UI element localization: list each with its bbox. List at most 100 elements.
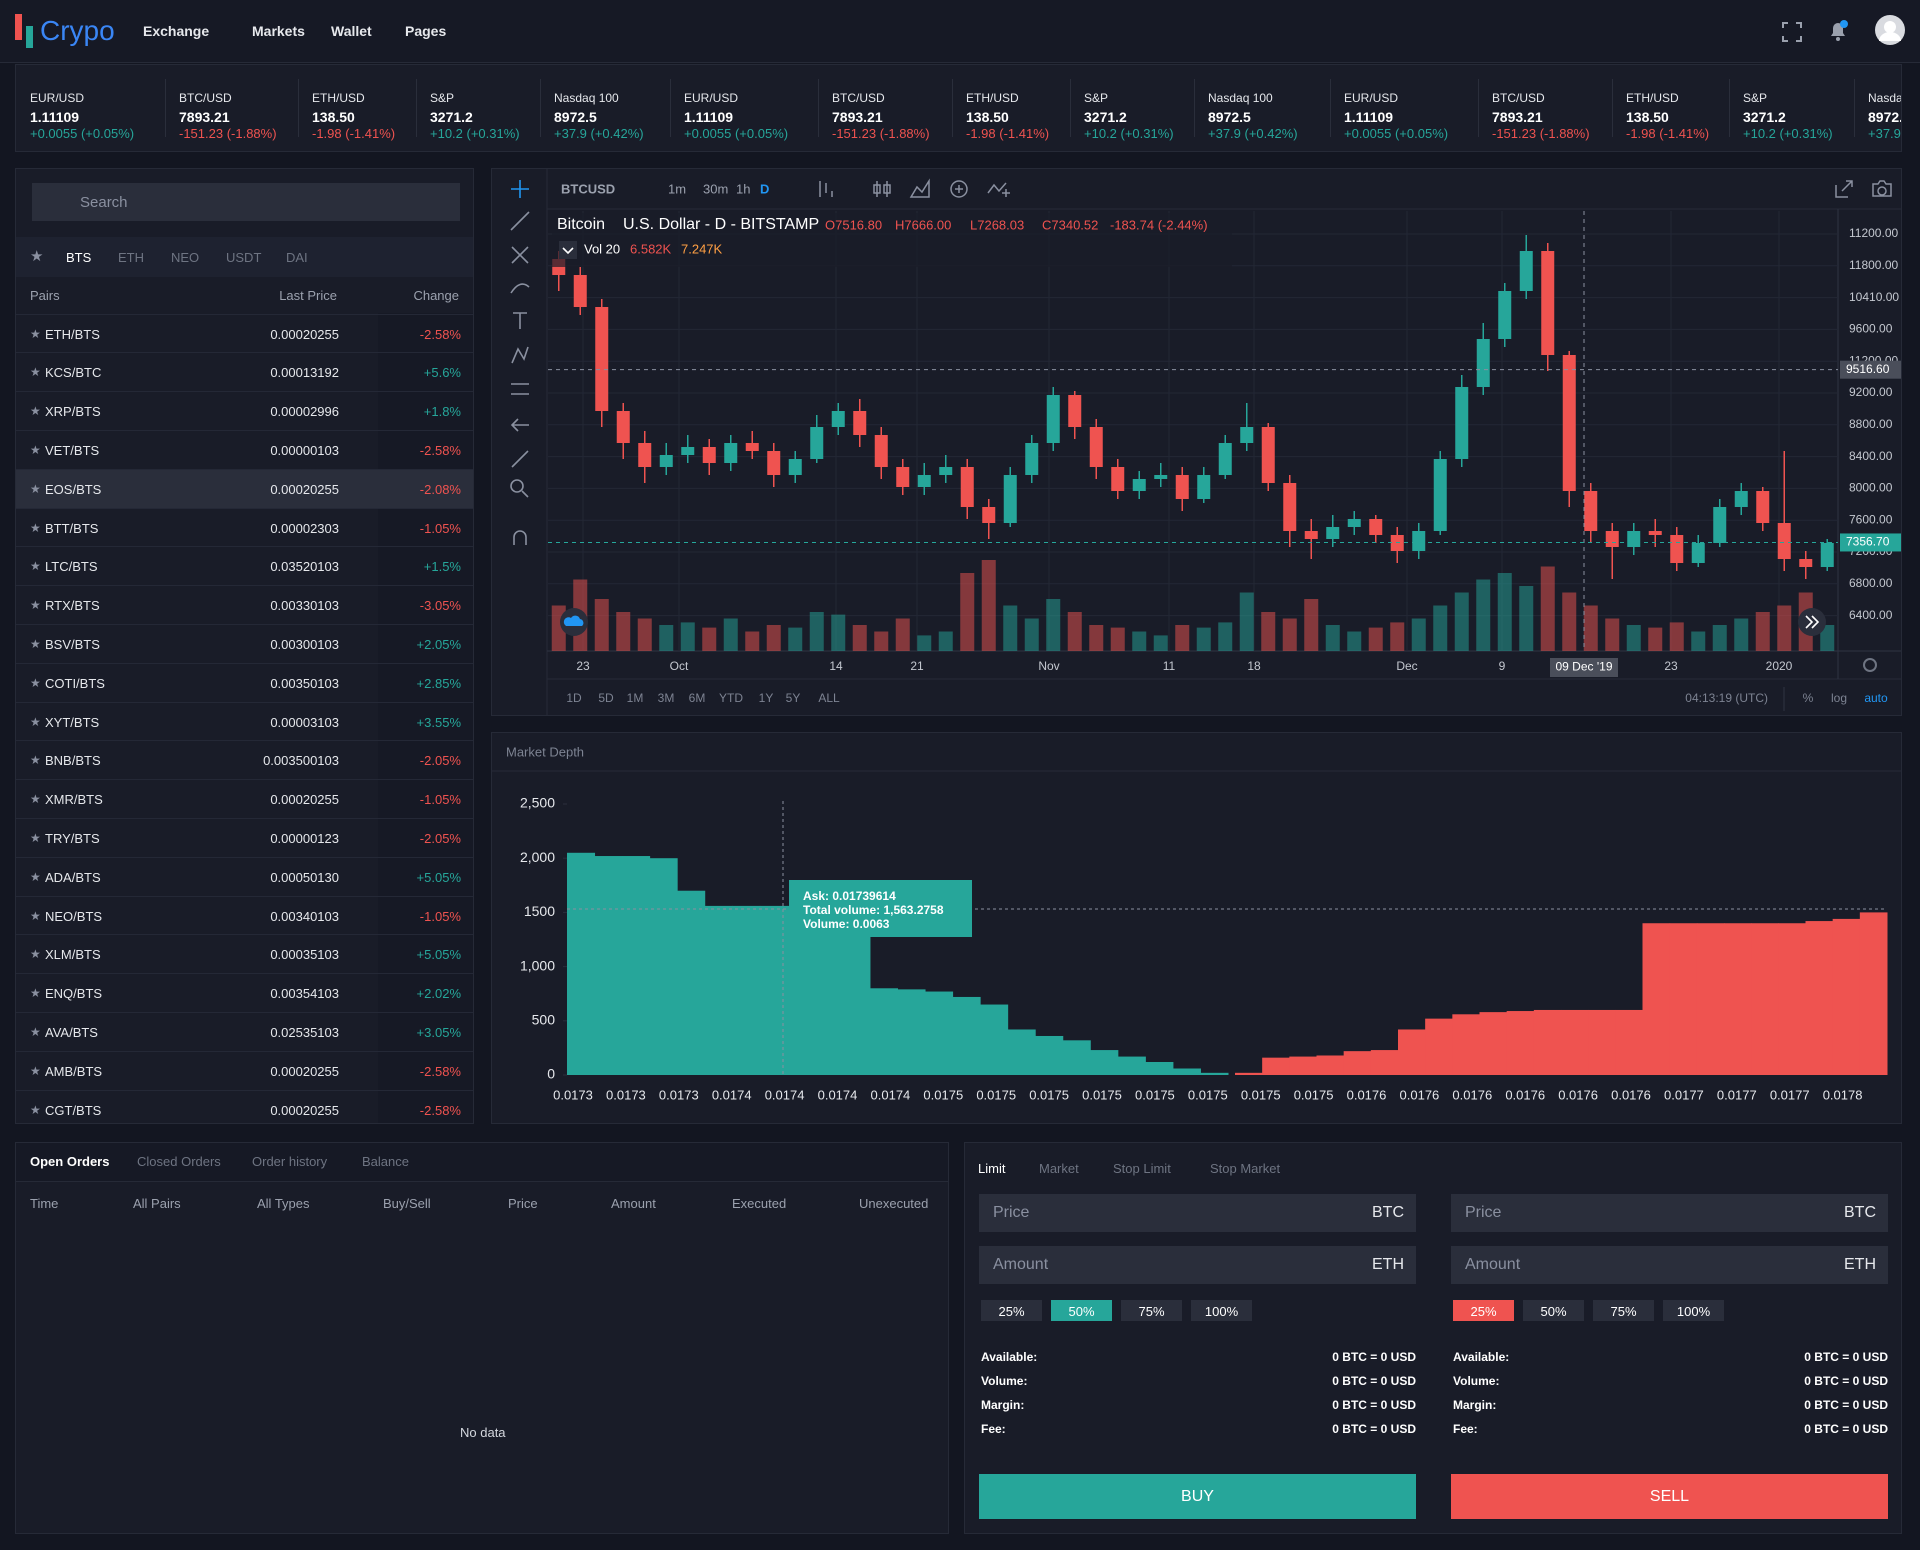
range-button[interactable]: 3M [658, 691, 675, 705]
percent-button[interactable]: 25% [1453, 1300, 1514, 1321]
interval[interactable]: D [760, 181, 769, 196]
range-button[interactable]: ALL [818, 691, 840, 705]
chart-toolbar-icon[interactable] [987, 182, 1010, 197]
ticker-name[interactable]: Nasdaq 100 [554, 91, 619, 105]
range-button[interactable]: YTD [719, 691, 743, 705]
chart-toolbar-icon[interactable] [909, 178, 930, 198]
drawing-tool-icon[interactable] [511, 246, 529, 264]
bell-icon[interactable] [1826, 18, 1850, 44]
interval[interactable]: 1h [736, 181, 750, 196]
drawing-tool-icon[interactable] [511, 383, 529, 395]
pairs-tab[interactable]: DAI [286, 250, 308, 265]
percent-button[interactable]: 75% [1121, 1300, 1182, 1321]
chart-toolbar-icon[interactable] [819, 181, 833, 197]
interval[interactable]: 1m [668, 181, 686, 196]
pair-row[interactable]: ★ EOS/BTS 0.00020255 -2.08% [16, 468, 473, 508]
percent-button[interactable]: 25% [981, 1300, 1042, 1321]
pair-row[interactable]: ★ CGT/BTS 0.00020255 -2.58% [16, 1089, 473, 1123]
scale-option[interactable]: auto [1864, 691, 1888, 705]
drawing-tool-icon[interactable] [513, 530, 527, 545]
pair-row[interactable]: ★ TRY/BTS 0.00000123 -2.05% [16, 818, 473, 857]
pair-row[interactable]: ★ ETH/BTS 0.00020255 -2.58% [16, 313, 473, 353]
input-price[interactable]: Price BTC [979, 1194, 1416, 1232]
drawing-tool-icon[interactable] [511, 180, 529, 198]
chart-toolbar-icon[interactable] [1835, 180, 1853, 198]
drawing-tool-icon[interactable] [510, 418, 529, 432]
pair-row[interactable]: ★ BNB/BTS 0.003500103 -2.05% [16, 740, 473, 779]
input-price[interactable]: Price BTC [1451, 1194, 1888, 1232]
drawing-tool-icon[interactable] [510, 283, 530, 294]
pair-row[interactable]: ★ XMR/BTS 0.00020255 -1.05% [16, 779, 473, 818]
chart-toolbar-icon[interactable] [873, 181, 891, 197]
ticker-name[interactable]: EUR/USD [1344, 91, 1399, 105]
orders-tab[interactable]: Open Orders [30, 1154, 110, 1169]
ticker-name[interactable]: S&P [430, 91, 455, 105]
ticker-name[interactable]: S&P [1084, 91, 1109, 105]
pair-row[interactable]: ★ KCS/BTC 0.00013192 +5.6% [16, 352, 473, 391]
ticker-name[interactable]: S&P [1743, 91, 1768, 105]
nav-item[interactable]: Markets [252, 23, 305, 39]
avatar[interactable] [1874, 14, 1906, 46]
interval[interactable]: 30m [703, 181, 728, 196]
pairs-tab[interactable]: NEO [171, 250, 200, 265]
nav-item[interactable]: Wallet [331, 23, 372, 39]
range-button[interactable]: 1M [627, 691, 644, 705]
range-button[interactable]: 6M [689, 691, 706, 705]
pair-row[interactable]: ★ AMB/BTS 0.00020255 -2.58% [16, 1050, 473, 1090]
drawing-tool-icon[interactable] [511, 450, 529, 468]
order-type-tab[interactable]: Stop Market [1210, 1161, 1281, 1176]
range-button[interactable]: 5Y [786, 691, 801, 705]
settings-icon[interactable] [1863, 658, 1877, 672]
pair-row[interactable]: ★ AVA/BTS 0.02535103 +3.05% [16, 1012, 473, 1051]
pair-row[interactable]: ★ COTI/BTS 0.00350103 +2.85% [16, 662, 473, 702]
pair-row[interactable]: ★ XRP/BTS 0.00002996 +1.8% [16, 391, 473, 430]
drawing-tool-icon[interactable] [513, 312, 527, 329]
range-button[interactable]: 5D [598, 691, 614, 705]
ticker-name[interactable]: Nasdaq 100 [1208, 91, 1273, 105]
pairs-tab[interactable]: BTS [66, 250, 92, 265]
order-type-tab[interactable]: Stop Limit [1113, 1161, 1171, 1176]
pair-row[interactable]: ★ NEO/BTS 0.00340103 -1.05% [16, 895, 473, 935]
drawing-tool-icon[interactable] [510, 211, 530, 231]
nav-item[interactable]: Exchange [143, 23, 210, 39]
range-button[interactable]: 1D [566, 691, 582, 705]
ticker-name[interactable]: Nasdaq 100 [1868, 91, 1901, 105]
percent-button[interactable]: 75% [1593, 1300, 1654, 1321]
search-box[interactable]: Search [32, 183, 460, 221]
drawing-tool-icon[interactable] [511, 346, 529, 364]
drawing-tool-icon[interactable] [510, 479, 529, 498]
input-amount[interactable]: Amount ETH [1451, 1246, 1888, 1284]
submit-button[interactable]: BUY [979, 1474, 1416, 1519]
ticker-name[interactable]: EUR/USD [30, 91, 85, 105]
nav-item[interactable]: Pages [405, 23, 447, 39]
symbol[interactable]: BTCUSD [561, 181, 615, 196]
scale-option[interactable]: % [1803, 691, 1814, 705]
pair-row[interactable]: ★ BSV/BTS 0.00300103 +2.05% [16, 624, 473, 663]
percent-button[interactable]: 50% [1523, 1300, 1584, 1321]
ticker-name[interactable]: ETH/USD [312, 91, 365, 105]
ticker-name[interactable]: BTC/USD [179, 91, 232, 105]
percent-button[interactable]: 100% [1191, 1300, 1252, 1321]
pair-row[interactable]: ★ LTC/BTS 0.03520103 +1.5% [16, 546, 473, 585]
ticker-name[interactable]: BTC/USD [832, 91, 885, 105]
percent-button[interactable]: 100% [1663, 1300, 1724, 1321]
orders-tab[interactable]: Order history [252, 1154, 328, 1169]
scale-option[interactable]: log [1831, 691, 1847, 705]
range-button[interactable]: 1Y [759, 691, 774, 705]
ticker-name[interactable]: BTC/USD [1492, 91, 1545, 105]
order-type-tab[interactable]: Limit [978, 1161, 1006, 1176]
submit-button[interactable]: SELL [1451, 1474, 1888, 1519]
ticker-name[interactable]: ETH/USD [966, 91, 1019, 105]
pair-row[interactable]: ★ XYT/BTS 0.00003103 +3.55% [16, 701, 473, 741]
pair-row[interactable]: ★ RTX/BTS 0.00330103 -3.05% [16, 585, 473, 624]
legend-toggle[interactable] [559, 241, 577, 259]
orders-tab[interactable]: Closed Orders [137, 1154, 221, 1169]
orders-tab[interactable]: Balance [362, 1154, 409, 1169]
ticker-name[interactable]: EUR/USD [684, 91, 739, 105]
order-type-tab[interactable]: Market [1039, 1161, 1079, 1176]
pair-row[interactable]: ★ ADA/BTS 0.00050130 +5.05% [16, 856, 473, 896]
pairs-tab[interactable]: ETH [118, 250, 144, 265]
input-amount[interactable]: Amount ETH [979, 1246, 1416, 1284]
pair-row[interactable]: ★ VET/BTS 0.00000103 -2.58% [16, 430, 473, 469]
percent-button[interactable]: 50% [1051, 1300, 1112, 1321]
